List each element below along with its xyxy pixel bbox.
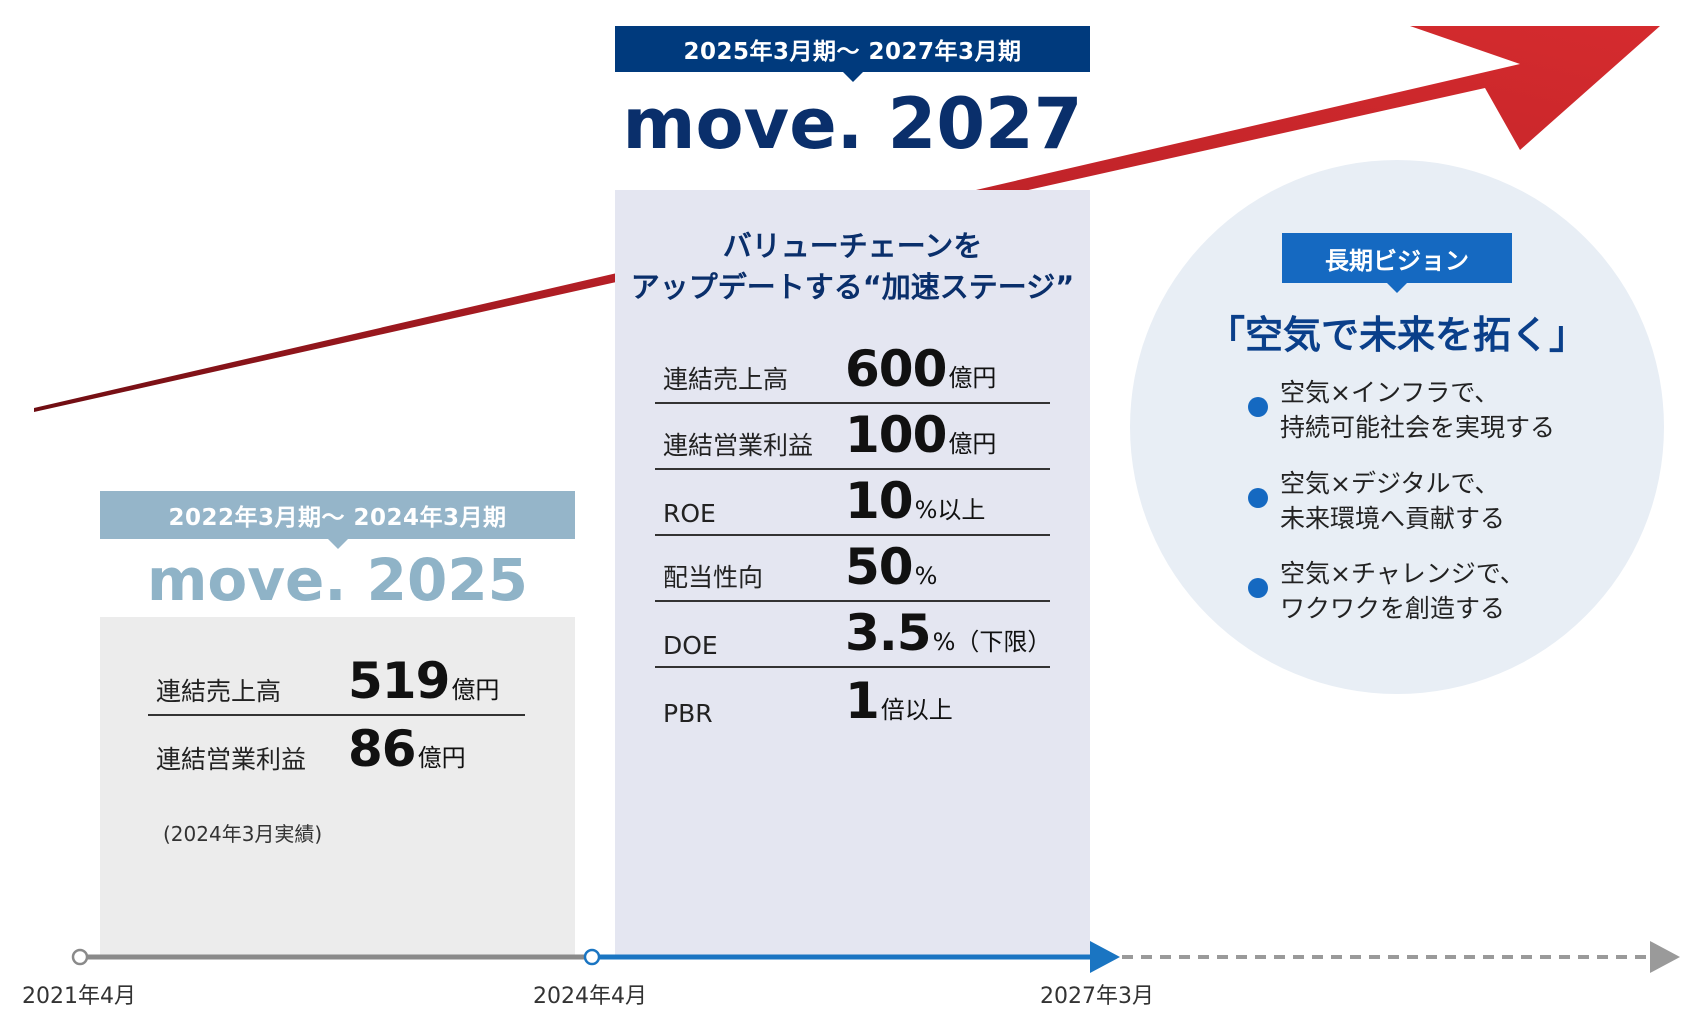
phase2-period-label: 2025年3月期～ 2027年3月期 (615, 26, 1090, 82)
timeline-future-arrowhead-icon (1650, 941, 1680, 973)
kpi-value: 86億円 (348, 720, 466, 778)
vision-item-line2: 未来環境へ貢献する (1280, 504, 1506, 533)
phase2-subtitle-line2: アップデートする“加速ステージ” (630, 270, 1075, 304)
phase2-kpi-pbr: PBR 1倍以上 (655, 668, 1050, 734)
kpi-unit: 億円 (948, 364, 997, 392)
timeline-mid-node-icon (583, 948, 601, 966)
kpi-unit: %以上 (914, 496, 986, 524)
vision-item-text: 空気×インフラで、 持続可能社会を実現する (1280, 375, 1555, 445)
phase2-kpi-payout-ratio: 配当性向 50% (655, 536, 1050, 602)
vision-item-text: 空気×デジタルで、 未来環境へ貢献する (1280, 466, 1505, 536)
kpi-number: 3.5 (845, 604, 932, 662)
kpi-number: 10 (845, 472, 914, 530)
timeline-label-end: 2027年3月 (1040, 984, 1154, 1009)
kpi-label: ROE (663, 499, 716, 528)
kpi-value: 3.5%（下限） (845, 604, 1051, 662)
phase1-kpi-operating-profit: 連結営業利益 86億円 (148, 716, 525, 782)
phase2-kpi-doe: DOE 3.5%（下限） (655, 602, 1051, 668)
kpi-number: 100 (845, 406, 947, 464)
phase2-subtitle: バリューチェーンを アップデートする“加速ステージ” (615, 226, 1090, 308)
kpi-label: PBR (663, 699, 713, 728)
kpi-unit: 億円 (417, 744, 466, 772)
kpi-number: 1 (845, 672, 880, 730)
phase1-actual-note: (2024年3月実績) (163, 822, 323, 846)
vision-item-line2: ワクワクを創造する (1280, 594, 1506, 623)
vision-item-text: 空気×チャレンジで、 ワクワクを創造する (1280, 556, 1525, 626)
vision-label: 長期ビジョン (1282, 233, 1512, 293)
phase2-plan-name: move. 2027 (622, 83, 1083, 165)
bullet-dot-icon (1248, 488, 1268, 508)
kpi-value: 600億円 (845, 340, 996, 398)
kpi-label: DOE (663, 631, 718, 660)
kpi-value: 10%以上 (845, 472, 985, 530)
kpi-label: 連結営業利益 (156, 745, 307, 774)
kpi-label: 連結売上高 (663, 365, 789, 394)
kpi-unit: 億円 (451, 676, 500, 704)
kpi-value: 50% (845, 538, 937, 596)
kpi-number: 86 (348, 720, 417, 778)
phase1-plan-name: move. 2025 (146, 546, 529, 614)
kpi-label: 連結売上高 (156, 677, 282, 706)
phase1-kpi-sales: 連結売上高 519億円 (148, 650, 525, 716)
kpi-unit: %（下限） (932, 628, 1052, 656)
kpi-unit: 倍以上 (880, 696, 953, 724)
kpi-value: 1倍以上 (845, 672, 953, 730)
vision-item-line1: 空気×デジタルで、 (1280, 469, 1500, 498)
kpi-unit: 億円 (948, 430, 997, 458)
kpi-value: 519億円 (348, 652, 499, 710)
bullet-dot-icon (1248, 578, 1268, 598)
phase2-panel (615, 190, 1090, 955)
phase1-period-label: 2022年3月期～ 2024年3月期 (100, 491, 575, 549)
kpi-number: 519 (348, 652, 450, 710)
phase2-subtitle-line1: バリューチェーンを (722, 229, 983, 263)
vision-title: 「空気で未来を拓く」 (1206, 313, 1587, 357)
timeline-start-node-icon (71, 948, 89, 966)
timeline-label-mid: 2024年4月 (533, 984, 647, 1009)
kpi-number: 600 (845, 340, 947, 398)
bullet-dot-icon (1248, 397, 1268, 417)
kpi-value: 100億円 (845, 406, 996, 464)
phase2-kpi-operating-profit: 連結営業利益 100億円 (655, 404, 1050, 470)
timeline-label-start: 2021年4月 (22, 984, 136, 1009)
phase1-panel (100, 617, 575, 955)
vision-item-line2: 持続可能社会を実現する (1280, 413, 1556, 442)
kpi-label: 配当性向 (663, 563, 764, 592)
timeline-current-arrowhead-icon (1090, 941, 1120, 973)
kpi-number: 50 (845, 538, 914, 596)
phase2-kpi-roe: ROE 10%以上 (655, 470, 1050, 536)
vision-item-line1: 空気×インフラで、 (1280, 378, 1500, 407)
kpi-label: 連結営業利益 (663, 431, 814, 460)
vision-item-line1: 空気×チャレンジで、 (1280, 559, 1525, 588)
phase2-kpi-sales: 連結売上高 600億円 (655, 338, 1050, 404)
kpi-unit: % (914, 562, 938, 590)
